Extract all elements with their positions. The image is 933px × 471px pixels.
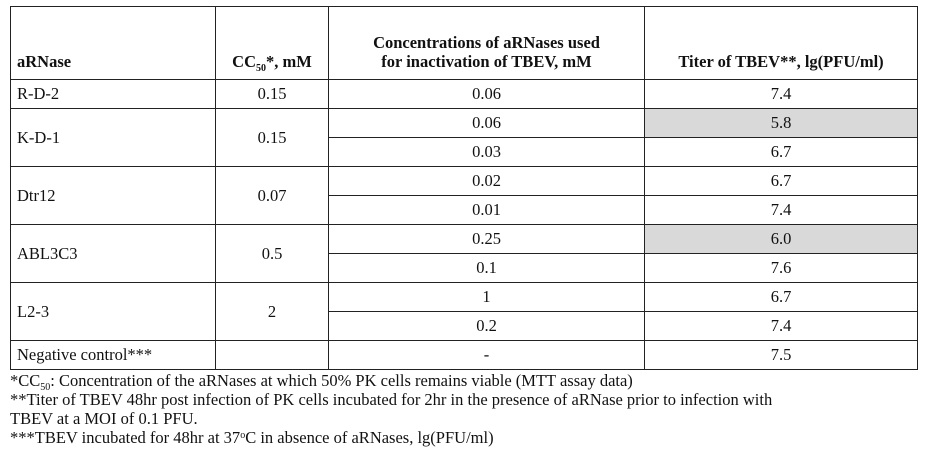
cell-concentration: 0.25 xyxy=(328,224,645,254)
cell-concentration: 0.02 xyxy=(328,166,645,196)
footnote-cc50: *CC50: Concentration of the aRNases at w… xyxy=(10,371,920,393)
cell-concentration: 0.03 xyxy=(328,137,645,167)
cell-cc50: 0.15 xyxy=(215,108,329,167)
footnote-cc50-text: : Concentration of the aRNases at which … xyxy=(50,371,633,390)
header-row: aRNase CC50*, mM Concentrations of aRNas… xyxy=(10,6,918,80)
table-body: R-D-2 0.15 0.06 7.4 K-D-1 0.15 0.06 5.8 0.03 6.7 D… xyxy=(10,79,918,370)
cell-cc50: 0.15 xyxy=(215,79,329,109)
results-table: aRNase CC50*, mM Concentrations of aRNas… xyxy=(10,6,918,370)
table-row: Negative control*** -7.5 xyxy=(10,340,918,370)
header-titer: Titer of TBEV**, lg(PFU/ml) xyxy=(644,6,918,80)
cell-cc50: 0.07 xyxy=(215,166,329,225)
cell-titer: 6.7 xyxy=(644,166,918,196)
cell-concentration: 0.01 xyxy=(328,195,645,225)
cell-titer: 7.5 xyxy=(644,340,918,370)
cell-arnase-name: R-D-2 xyxy=(10,79,216,109)
cell-titer-highlighted: 6.0 xyxy=(644,224,918,254)
footnote-control-suffix: C in absence of aRNases, lg(PFU/ml) xyxy=(245,428,494,447)
cell-titer: 6.7 xyxy=(644,282,918,312)
header-concentrations-line1: Concentrations of aRNases used xyxy=(373,33,600,52)
header-cc50: CC50*, mM xyxy=(215,6,329,80)
cell-cc50: 2 xyxy=(215,282,329,341)
table-row: ABL3C3 0.5 0.25 6.0 xyxy=(10,224,918,283)
footnotes: *CC50: Concentration of the aRNases at w… xyxy=(10,371,920,447)
header-concentrations-line2: for inactivation of TBEV, mM xyxy=(381,52,592,71)
header-cc50-sub: 50 xyxy=(256,63,266,74)
cell-concentration: 0.06 xyxy=(328,108,645,138)
footnote-control-sup: o xyxy=(240,430,246,441)
header-cc50-suffix: *, mM xyxy=(266,52,312,71)
table-row: 0.2 7.4 xyxy=(11,311,918,341)
header-cc50-prefix: CC xyxy=(232,52,256,71)
cell-titer: 7.4 xyxy=(644,79,918,109)
cell-titer: 7.6 xyxy=(644,253,918,283)
footnote-titer: **Titer of TBEV 48hr post infection of P… xyxy=(10,390,920,428)
cell-arnase-name: ABL3C3 xyxy=(10,224,216,283)
header-arnase: aRNase xyxy=(10,6,216,80)
footnote-control: ***TBEV incubated for 48hr at 37oC in ab… xyxy=(10,428,920,447)
cell-cc50: 0.5 xyxy=(215,224,329,283)
table-row: 0.03 6.7 xyxy=(11,137,918,167)
cell-titer: 7.4 xyxy=(644,311,918,341)
cell-titer-highlighted: 5.8 xyxy=(644,108,918,138)
header-concentrations: Concentrations of aRNases used for inacti… xyxy=(328,6,645,80)
footnote-control-prefix: ***TBEV incubated for 48hr at 37 xyxy=(10,428,241,447)
table-row: 0.1 7.6 xyxy=(11,253,918,283)
footnote-titer-line2: TBEV at a MOI of 0.1 PFU. xyxy=(10,409,198,428)
cell-concentration: 1 xyxy=(328,282,645,312)
cell-titer: 7.4 xyxy=(644,195,918,225)
cell-arnase-name: Dtr12 xyxy=(10,166,216,225)
cell-concentration: 0.06 xyxy=(328,79,645,109)
footnote-cc50-prefix: *CC xyxy=(10,371,41,390)
cell-concentration: 0.1 xyxy=(328,253,645,283)
table-row: Dtr12 0.07 0.02 6.7 xyxy=(10,166,918,225)
footnote-cc50-sub: 50 xyxy=(40,382,51,393)
cell-cc50 xyxy=(215,340,329,370)
cell-concentration: 0.2 xyxy=(328,311,645,341)
cell-arnase-name: L2-3 xyxy=(10,282,216,341)
table-row: L2-3 2 1 6.7 xyxy=(10,282,918,341)
table-row: K-D-1 0.15 0.06 5.8 xyxy=(10,108,918,167)
cell-titer: 6.7 xyxy=(644,137,918,167)
table-row: R-D-2 0.15 0.06 7.4 xyxy=(10,79,918,109)
cell-arnase-name: K-D-1 xyxy=(10,108,216,167)
cell-arnase-name: Negative control*** xyxy=(10,340,216,370)
footnote-titer-line1: **Titer of TBEV 48hr post infection of P… xyxy=(10,390,773,409)
cell-concentration: - xyxy=(328,340,645,370)
